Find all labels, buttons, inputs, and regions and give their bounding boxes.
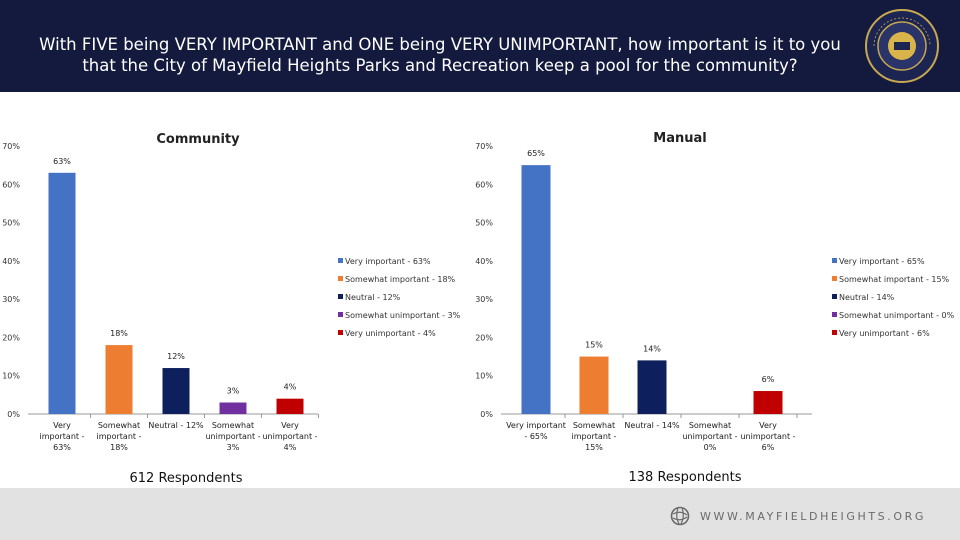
website-url[interactable]: WWW.MAYFIELDHEIGHTS.ORG [700, 510, 926, 523]
category-label: Somewhat unimportant -0% [682, 421, 737, 452]
legend-entry: Somewhat unimportant - 3% [345, 311, 461, 320]
legend-swatch [338, 258, 343, 263]
globe-icon [670, 506, 690, 526]
community-chart: Community 0% 10% 20% 30% 40% 50% 60% 70% 63% Very i… [2, 132, 460, 486]
y-tick-label: 40% [475, 257, 493, 266]
category-label: Very important - 65% [506, 421, 566, 441]
y-tick-label: 40% [2, 257, 20, 266]
category-label: Somewhat important -15% [572, 421, 617, 452]
y-tick-label: 60% [475, 180, 493, 189]
respondents-count: 612 Respondents [130, 471, 243, 486]
legend-swatch [338, 276, 343, 281]
category-label: Somewhat important -18% [97, 421, 142, 452]
bar [521, 165, 551, 414]
bar [753, 391, 783, 414]
legend-entry: Somewhat important - 18% [345, 275, 456, 284]
legend-entry: Very unimportant - 6% [839, 329, 930, 338]
y-tick-label: 60% [2, 180, 20, 189]
y-tick-label: 10% [2, 372, 20, 381]
data-label: 63% [53, 157, 71, 166]
respondents-count: 138 Respondents [629, 470, 742, 485]
category-label: Very important -63% [40, 421, 85, 452]
bar [48, 172, 76, 414]
legend-entry: Very unimportant - 4% [345, 329, 436, 338]
category-label: Neutral - 14% [624, 421, 680, 430]
legend-swatch [338, 330, 343, 335]
category-label: Very unimportant -4% [262, 421, 317, 452]
y-tick-label: 30% [475, 295, 493, 304]
bar [637, 360, 667, 414]
bar [162, 368, 190, 414]
legend-entry: Very important - 65% [839, 257, 925, 266]
y-tick-label: 20% [2, 333, 20, 342]
y-tick-label: 50% [475, 219, 493, 228]
y-tick-label: 50% [2, 219, 20, 228]
bar [105, 345, 133, 414]
data-label: 12% [167, 352, 185, 361]
category-label: Neutral - 12% [148, 421, 204, 430]
header-bar [0, 0, 960, 92]
chart-title: Manual [653, 131, 706, 146]
legend-swatch [832, 330, 837, 335]
data-label: 65% [527, 149, 545, 158]
data-label: 3% [227, 387, 240, 396]
data-label: 6% [762, 375, 775, 384]
slide-title: With FIVE being VERY IMPORTANT and ONE b… [39, 35, 841, 75]
bar [579, 356, 609, 414]
city-seal-icon [865, 9, 939, 83]
y-tick-label: 20% [475, 333, 493, 342]
manual-chart: Manual 0% 10% 20% 30% 40% 50% 60% 70% 65% Very imp… [475, 131, 954, 485]
data-label: 15% [585, 341, 603, 350]
legend-entry: Somewhat important - 15% [839, 275, 950, 284]
y-tick-label: 30% [2, 295, 20, 304]
y-tick-label: 0% [7, 410, 20, 419]
legend-swatch [832, 276, 837, 281]
bar [276, 398, 304, 414]
legend-entry: Neutral - 12% [345, 293, 401, 302]
legend-entry: Somewhat unimportant - 0% [839, 311, 955, 320]
legend-swatch [832, 258, 837, 263]
data-label: 4% [284, 383, 297, 392]
data-label: 18% [110, 329, 128, 338]
legend-swatch [832, 312, 837, 317]
footer-bar [0, 488, 960, 540]
y-tick-label: 70% [475, 142, 493, 151]
legend-swatch [338, 294, 343, 299]
data-label: 14% [643, 344, 661, 353]
category-label: Very unimportant -6% [740, 421, 795, 452]
category-label: Somewhat unimportant -3% [205, 421, 260, 452]
y-tick-label: 10% [475, 372, 493, 381]
y-tick-label: 0% [480, 410, 493, 419]
legend-swatch [832, 294, 837, 299]
legend-swatch [338, 312, 343, 317]
chart-title: Community [156, 132, 240, 147]
legend-entry: Very important - 63% [345, 257, 431, 266]
legend-entry: Neutral - 14% [839, 293, 895, 302]
y-tick-label: 70% [2, 142, 20, 151]
bar [219, 402, 247, 414]
